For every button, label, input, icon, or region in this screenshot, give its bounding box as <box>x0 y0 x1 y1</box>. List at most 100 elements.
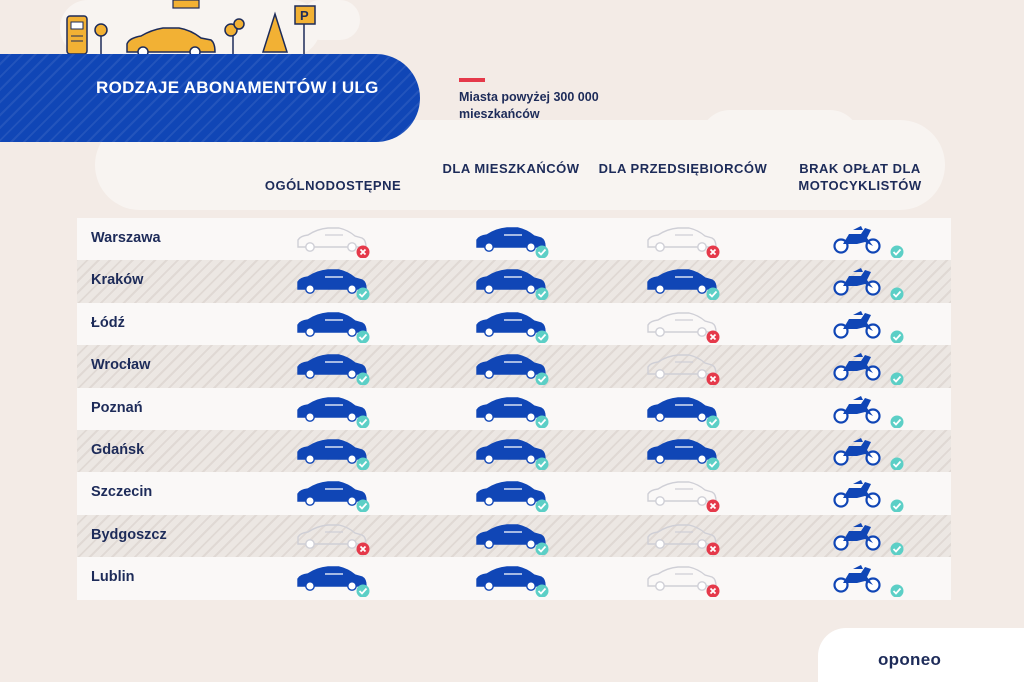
car-icon <box>476 227 549 258</box>
car-icon <box>476 481 549 513</box>
table-row: Wrocław <box>77 345 951 388</box>
column-header-public: OGÓLNODOSTĘPNE <box>264 178 402 193</box>
car-icon <box>647 269 720 301</box>
car-icon <box>476 312 549 343</box>
brand-logo: oponeo <box>878 650 942 669</box>
check-icon <box>535 287 549 301</box>
status-cell <box>645 436 725 470</box>
city-name: Szczecin <box>91 484 153 501</box>
status-cell <box>645 563 725 598</box>
car-icon <box>297 354 370 386</box>
status-cell <box>645 266 725 301</box>
status-cell <box>645 224 725 258</box>
car-icon <box>476 524 549 555</box>
check-icon <box>890 372 904 386</box>
status-cell <box>474 521 554 555</box>
check-icon <box>535 372 549 386</box>
city-name: Łódź <box>91 314 125 331</box>
status-cell <box>474 394 554 428</box>
city-name: Gdańsk <box>91 441 145 458</box>
car-icon <box>476 439 549 470</box>
car-icon <box>476 354 549 386</box>
status-cell <box>474 224 554 258</box>
tree-icon <box>224 18 245 54</box>
cross-icon <box>706 372 720 386</box>
status-cell <box>829 436 909 470</box>
table-row: Łódź <box>77 302 951 346</box>
legend-text: Miasta powyżej 300 000 mieszkańców <box>459 90 599 121</box>
svg-text:P: P <box>300 8 309 23</box>
status-cell <box>474 266 554 301</box>
cross-icon <box>356 245 370 258</box>
check-icon <box>890 542 904 555</box>
legend-marker <box>459 78 485 82</box>
city-name: Poznań <box>91 399 143 416</box>
status-cell <box>474 563 554 598</box>
cross-icon <box>706 584 720 598</box>
check-icon <box>890 330 904 343</box>
motorcycle-icon <box>833 480 904 513</box>
check-icon <box>890 457 904 470</box>
check-icon <box>890 499 904 513</box>
tree-icon <box>261 11 289 53</box>
car-icon <box>647 439 720 470</box>
check-icon <box>356 372 370 386</box>
table-row: Warszawa <box>77 218 951 261</box>
status-cell <box>829 266 909 301</box>
check-icon <box>535 457 549 470</box>
cross-icon <box>706 330 720 343</box>
city-name: Bydgoszcz <box>91 526 167 543</box>
car-icon <box>476 269 549 301</box>
table-row: Gdańsk <box>77 429 951 473</box>
car-icon <box>647 566 720 598</box>
check-icon <box>706 457 720 470</box>
check-icon <box>356 330 370 343</box>
city-name: Warszawa <box>91 230 161 246</box>
motorcycle-icon <box>833 437 904 470</box>
column-header-residents: DLA MIESZKAŃCÓW <box>442 161 580 176</box>
status-cell <box>295 309 375 343</box>
city-name: Wrocław <box>91 357 151 374</box>
status-cell <box>295 563 375 598</box>
check-icon <box>706 287 720 301</box>
status-cell <box>295 351 375 386</box>
status-cell <box>645 351 725 386</box>
parking-meter-icon <box>66 15 88 55</box>
check-icon <box>356 499 370 513</box>
motorcycle-icon <box>833 310 904 343</box>
status-cell <box>474 351 554 386</box>
status-cell <box>295 521 375 555</box>
table-row: Bydgoszcz <box>77 514 951 558</box>
check-icon <box>356 415 370 428</box>
cross-icon <box>706 245 720 258</box>
car-icon <box>297 524 370 555</box>
status-cell <box>295 478 375 513</box>
car-icon <box>297 396 370 428</box>
check-icon <box>890 415 904 428</box>
car-icon <box>297 269 370 301</box>
car-icon <box>647 481 720 513</box>
status-cell <box>474 309 554 343</box>
cross-icon <box>356 542 370 555</box>
motorcycle-icon <box>833 522 904 555</box>
car-icon <box>297 481 370 513</box>
city-name: Kraków <box>91 272 144 289</box>
car-icon <box>647 227 720 258</box>
car-icon <box>476 396 549 428</box>
check-icon <box>535 542 549 555</box>
background-cloud <box>700 110 860 170</box>
street-illustration: P <box>66 0 316 58</box>
check-icon <box>706 415 720 428</box>
motorcycle-icon <box>833 395 904 428</box>
check-icon <box>890 245 904 258</box>
motorcycle-icon <box>833 226 904 258</box>
status-cell <box>295 266 375 301</box>
motorcycle-icon <box>833 353 904 386</box>
status-cell <box>645 521 725 555</box>
check-icon <box>535 415 549 428</box>
status-cell <box>474 478 554 513</box>
check-icon <box>535 245 549 258</box>
check-icon <box>356 584 370 598</box>
car-icon <box>297 312 370 343</box>
page-title: RODZAJE ABONAMENTÓW I ULG <box>96 78 379 97</box>
